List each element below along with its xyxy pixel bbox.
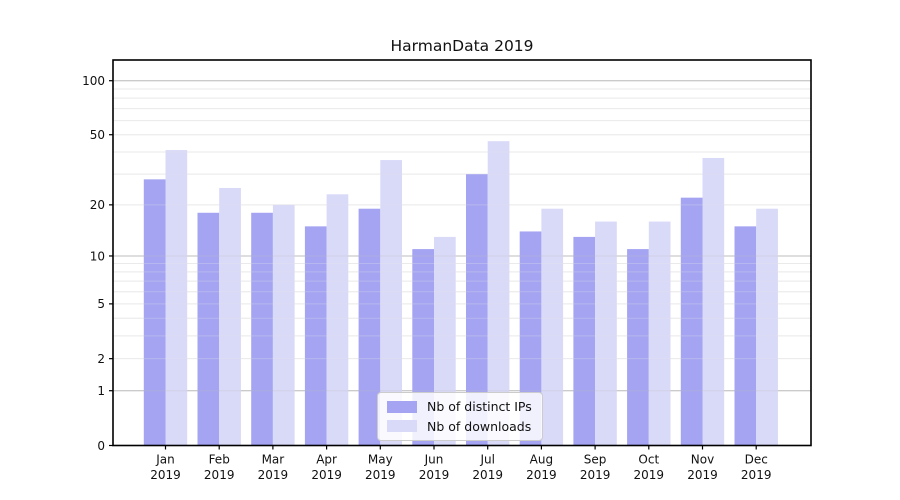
bar-distinct-ips-may bbox=[358, 208, 381, 446]
bar-distinct-ips-jan bbox=[143, 179, 166, 446]
x-tick-label: Apr 2019 bbox=[311, 453, 342, 483]
x-tick-label: Nov 2019 bbox=[687, 453, 718, 483]
y-tick-label: 2 bbox=[97, 352, 105, 366]
bar-downloads-jan bbox=[165, 150, 188, 446]
bar-distinct-ips-dec bbox=[734, 226, 757, 446]
bar-distinct-ips-apr bbox=[304, 226, 327, 446]
bar-downloads-jul bbox=[487, 141, 510, 446]
y-tick-label: 20 bbox=[90, 198, 105, 212]
axis-frame bbox=[112, 59, 812, 447]
x-axis-ticks: Jan 2019 Feb 2019 Mar 2019 Apr 2019 May 2019 Jun 20… bbox=[150, 445, 772, 483]
x-tick-label: Mar 2019 bbox=[258, 453, 289, 483]
legend-label-distinct-ips: Nb of distinct IPs bbox=[427, 399, 532, 414]
y-tick-label: 1 bbox=[97, 384, 105, 398]
bar-distinct-ips-nov bbox=[680, 197, 703, 446]
bar-downloads-nov bbox=[702, 157, 725, 446]
x-tick-label: May 2019 bbox=[365, 453, 396, 483]
bar-distinct-ips-mar bbox=[251, 212, 273, 446]
y-tick-label: 10 bbox=[90, 249, 105, 263]
bar-downloads-mar bbox=[272, 204, 295, 446]
chart-title: HarmanData 2019 bbox=[390, 37, 534, 55]
x-tick-label: Jan 2019 bbox=[150, 453, 181, 483]
legend-item-downloads: Nb of downloads bbox=[387, 419, 532, 435]
bar-downloads-oct bbox=[648, 221, 671, 446]
bar-distinct-ips-oct bbox=[627, 249, 649, 446]
legend-swatch-distinct-ips bbox=[387, 400, 417, 413]
bars-group bbox=[143, 141, 778, 446]
y-tick-label: 0 bbox=[97, 439, 105, 453]
x-tick-label: Feb 2019 bbox=[204, 453, 235, 483]
x-tick-label: Aug 2019 bbox=[526, 453, 557, 483]
x-tick-label: Dec 2019 bbox=[741, 453, 772, 483]
legend-label-downloads: Nb of downloads bbox=[427, 418, 532, 434]
bar-downloads-feb bbox=[219, 187, 241, 446]
bar-downloads-sep bbox=[595, 221, 617, 446]
bar-downloads-aug bbox=[541, 208, 564, 446]
legend-swatch-downloads bbox=[387, 420, 417, 433]
legend: Nb of distinct IPs Nb of downloads bbox=[377, 392, 543, 442]
x-tick-label: Jun 2019 bbox=[419, 453, 450, 483]
y-gridlines-overlay bbox=[113, 80, 811, 392]
y-axis-ticks: 0 1 2 5 10 20 50 100 bbox=[82, 74, 113, 453]
bar-distinct-ips-aug bbox=[519, 231, 542, 446]
y-tick-label: 100 bbox=[82, 74, 105, 88]
bar-distinct-ips-jul bbox=[466, 174, 488, 446]
x-tick-label: Sep 2019 bbox=[580, 453, 611, 483]
bar-downloads-apr bbox=[326, 194, 349, 446]
y-tick-label: 50 bbox=[90, 128, 105, 142]
bar-downloads-may bbox=[380, 160, 402, 446]
x-tick-label: Oct 2019 bbox=[634, 453, 665, 483]
x-tick-label: Jul 2019 bbox=[472, 453, 503, 483]
bar-downloads-dec bbox=[756, 208, 778, 446]
legend-item-distinct-ips: Nb of distinct IPs bbox=[387, 399, 532, 415]
bar-distinct-ips-feb bbox=[197, 212, 220, 446]
y-tick-label: 5 bbox=[97, 297, 105, 311]
bar-distinct-ips-sep bbox=[573, 236, 596, 446]
